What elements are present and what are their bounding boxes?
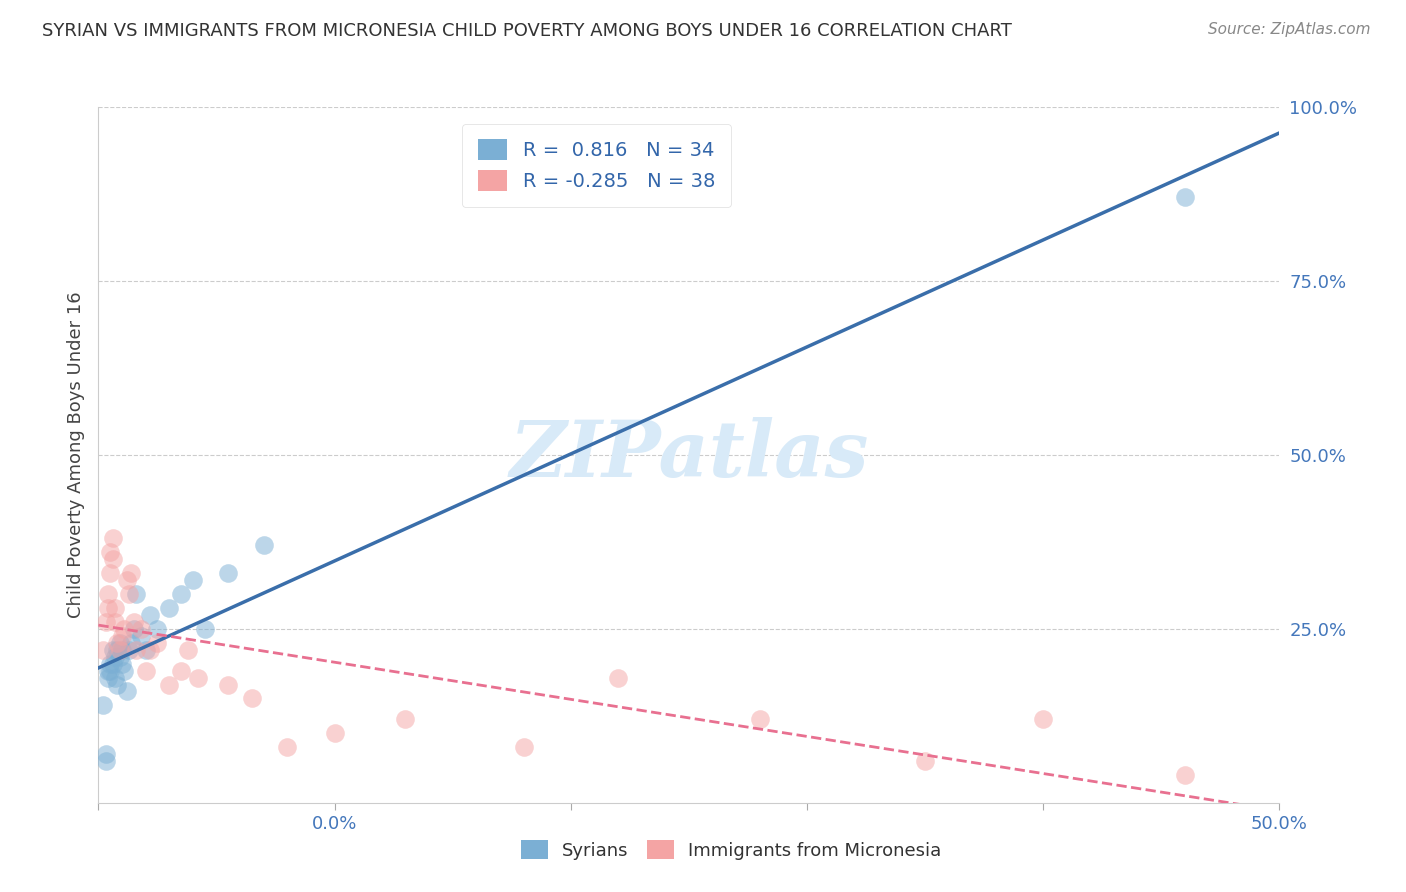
Point — [1032, 712, 1054, 726]
Point — [118, 587, 141, 601]
Point — [101, 642, 124, 657]
Point — [1174, 768, 1197, 782]
Text: ZIPatlas: ZIPatlas — [509, 417, 869, 493]
Point — [121, 636, 143, 650]
Point — [115, 684, 138, 698]
Point — [276, 740, 298, 755]
Point — [98, 657, 121, 671]
Point — [146, 622, 169, 636]
Point — [104, 649, 127, 664]
Point — [157, 677, 180, 691]
Point — [394, 712, 416, 726]
Point — [91, 698, 114, 713]
Point — [748, 712, 770, 726]
Point — [240, 691, 263, 706]
Point — [112, 622, 135, 636]
Point — [108, 649, 131, 664]
Point — [97, 601, 120, 615]
Point — [217, 566, 239, 581]
Point — [187, 671, 209, 685]
Point — [122, 622, 145, 636]
Point — [118, 642, 141, 657]
Point — [101, 657, 124, 671]
Point — [105, 677, 128, 691]
Point — [98, 664, 121, 678]
Point — [139, 642, 162, 657]
Point — [101, 532, 124, 546]
Point — [135, 664, 157, 678]
Legend: Syrians, Immigrants from Micronesia: Syrians, Immigrants from Micronesia — [506, 825, 956, 874]
Point — [105, 642, 128, 657]
Point — [98, 545, 121, 559]
Point — [104, 615, 127, 629]
Point — [101, 552, 124, 566]
Point — [111, 657, 134, 671]
Point — [194, 622, 217, 636]
Point — [139, 607, 162, 622]
Point — [323, 726, 346, 740]
Point — [112, 664, 135, 678]
Y-axis label: Child Poverty Among Boys Under 16: Child Poverty Among Boys Under 16 — [66, 292, 84, 618]
Legend: R =  0.816   N = 34, R = -0.285   N = 38: R = 0.816 N = 34, R = -0.285 N = 38 — [463, 124, 731, 207]
Point — [97, 664, 120, 678]
Point — [104, 601, 127, 615]
Point — [125, 642, 148, 657]
Point — [94, 747, 117, 761]
Point — [170, 587, 193, 601]
Point — [157, 601, 180, 615]
Point — [129, 629, 152, 643]
Point — [170, 664, 193, 678]
Point — [115, 573, 138, 587]
Point — [111, 642, 134, 657]
Point — [98, 566, 121, 581]
Point — [129, 622, 152, 636]
Point — [97, 671, 120, 685]
Point — [217, 677, 239, 691]
Point — [91, 642, 114, 657]
Point — [177, 642, 200, 657]
Point — [512, 740, 534, 755]
Point — [108, 636, 131, 650]
Text: Source: ZipAtlas.com: Source: ZipAtlas.com — [1208, 22, 1371, 37]
Point — [105, 636, 128, 650]
Point — [104, 671, 127, 685]
Point — [122, 615, 145, 629]
Point — [94, 615, 117, 629]
Point — [108, 642, 131, 657]
Point — [1174, 190, 1197, 204]
Point — [111, 629, 134, 643]
Text: SYRIAN VS IMMIGRANTS FROM MICRONESIA CHILD POVERTY AMONG BOYS UNDER 16 CORRELATI: SYRIAN VS IMMIGRANTS FROM MICRONESIA CHI… — [42, 22, 1012, 40]
Point — [181, 573, 204, 587]
Point — [121, 566, 143, 581]
Point — [253, 538, 276, 552]
Point — [146, 636, 169, 650]
Point — [607, 671, 630, 685]
Point — [97, 587, 120, 601]
Point — [94, 754, 117, 768]
Point — [125, 587, 148, 601]
Point — [914, 754, 936, 768]
Point — [135, 642, 157, 657]
